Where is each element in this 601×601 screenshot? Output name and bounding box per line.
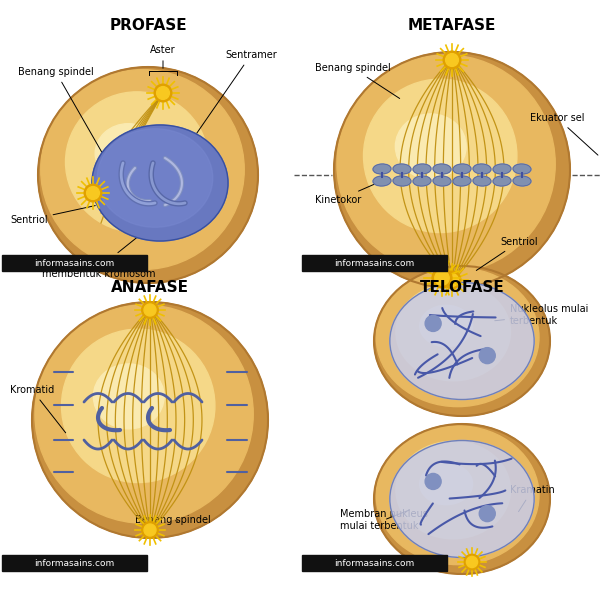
Circle shape [479,347,495,364]
Ellipse shape [453,164,471,174]
Text: METAFASE: METAFASE [408,18,496,33]
Ellipse shape [433,176,451,186]
Ellipse shape [38,67,258,283]
FancyBboxPatch shape [2,555,147,571]
Ellipse shape [433,164,451,174]
Circle shape [142,302,158,319]
Ellipse shape [513,176,531,186]
FancyBboxPatch shape [302,255,447,271]
Ellipse shape [393,164,411,174]
Text: informasains.com: informasains.com [34,258,115,267]
Text: Ekuator sel: Ekuator sel [530,113,598,155]
Circle shape [157,87,169,99]
Circle shape [144,524,156,536]
Ellipse shape [93,364,164,429]
Ellipse shape [373,164,391,174]
Text: Nukleolus mulai
terbentuk: Nukleolus mulai terbentuk [495,304,588,326]
Ellipse shape [95,124,161,183]
Text: TELOFASE: TELOFASE [419,280,504,295]
Circle shape [87,186,99,200]
FancyBboxPatch shape [302,555,447,571]
Ellipse shape [376,268,539,407]
Text: Sentramer: Sentramer [192,50,276,141]
Text: Sentriol: Sentriol [10,206,96,225]
Ellipse shape [373,176,391,186]
Ellipse shape [390,282,534,400]
Text: ANAFASE: ANAFASE [111,280,189,295]
Ellipse shape [493,176,511,186]
Circle shape [142,522,158,538]
Ellipse shape [32,302,268,538]
Text: Benang spindel: Benang spindel [18,67,106,160]
Circle shape [465,554,480,570]
Circle shape [445,53,459,66]
Circle shape [145,525,155,535]
Ellipse shape [513,164,531,174]
Ellipse shape [364,79,517,233]
Ellipse shape [374,266,550,416]
Text: PROFASE: PROFASE [109,18,187,33]
Circle shape [445,273,459,287]
Circle shape [157,87,169,99]
Circle shape [466,557,478,567]
Ellipse shape [393,176,411,186]
Circle shape [87,188,99,198]
Circle shape [443,271,461,289]
Circle shape [144,304,156,316]
Circle shape [435,271,449,285]
Ellipse shape [419,463,472,505]
Text: informasains.com: informasains.com [34,558,115,567]
Text: informasains.com: informasains.com [334,258,415,267]
Ellipse shape [419,305,472,347]
Circle shape [467,557,477,567]
Circle shape [447,55,457,66]
Text: Benang spindel: Benang spindel [315,63,400,99]
Ellipse shape [453,176,471,186]
Text: Aster: Aster [150,45,176,55]
Ellipse shape [35,305,253,523]
Circle shape [447,275,457,285]
Ellipse shape [493,164,511,174]
Ellipse shape [61,329,215,483]
Ellipse shape [413,164,431,174]
Ellipse shape [473,176,491,186]
Ellipse shape [396,283,510,381]
Circle shape [154,84,172,102]
Ellipse shape [395,114,466,179]
Ellipse shape [390,441,534,558]
Text: Sentriol: Sentriol [477,237,538,270]
Circle shape [443,51,461,69]
Text: Kramatin: Kramatin [510,485,555,511]
Ellipse shape [413,176,431,186]
Circle shape [145,305,155,316]
Circle shape [479,505,495,522]
Text: Benang spindel: Benang spindel [135,515,211,525]
FancyBboxPatch shape [2,255,147,271]
Ellipse shape [66,92,209,232]
Text: informasains.com: informasains.com [334,558,415,567]
Ellipse shape [473,164,491,174]
Circle shape [436,272,448,284]
Ellipse shape [337,55,555,273]
Ellipse shape [41,70,244,269]
Text: Kinetokor: Kinetokor [315,181,382,205]
Circle shape [84,184,102,202]
Ellipse shape [334,52,570,288]
Circle shape [425,316,441,331]
Text: Dua kromatid
membentuk kromosom: Dua kromatid membentuk kromosom [42,225,156,279]
Text: Kromatid: Kromatid [10,385,66,433]
Ellipse shape [374,424,550,574]
Ellipse shape [97,129,213,227]
Text: Membran nukleus
mulai terbentuk: Membran nukleus mulai terbentuk [340,509,428,531]
Ellipse shape [396,441,510,538]
Ellipse shape [376,426,539,564]
Ellipse shape [92,125,228,241]
Circle shape [432,268,452,288]
Circle shape [425,474,441,489]
